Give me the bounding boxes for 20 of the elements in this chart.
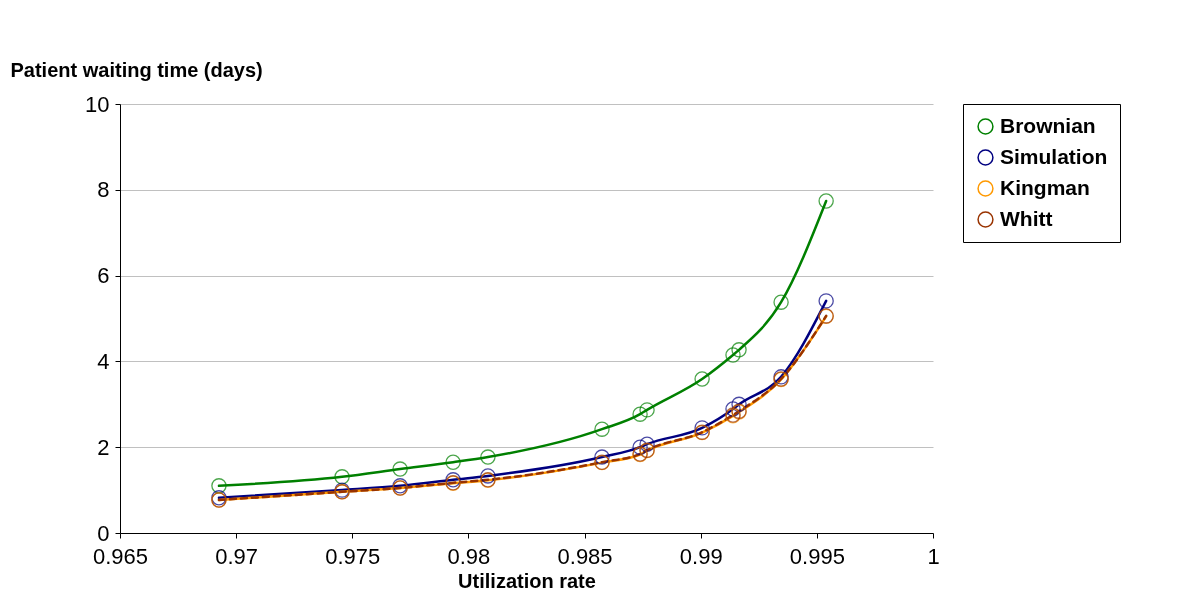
x-tick-label: 0.98 — [447, 543, 491, 569]
y-axis-title: Patient waiting time (days) — [10, 58, 263, 81]
legend-label: Brownian — [1000, 113, 1096, 137]
legend-label: Kingman — [1000, 175, 1090, 199]
legend-label: Whitt — [1000, 206, 1053, 230]
y-tick-label: 4 — [97, 348, 110, 374]
x-tick-label: 0.985 — [557, 543, 613, 569]
y-tick-label: 6 — [97, 263, 110, 289]
x-axis-title: Utilization rate — [458, 569, 596, 592]
x-tick-label: 0.965 — [92, 543, 149, 569]
y-tick-label: 8 — [97, 177, 110, 203]
x-tick-label: 1 — [927, 543, 940, 569]
y-tick-label: 10 — [85, 91, 110, 117]
y-tick-label: 0 — [97, 520, 110, 546]
legend-label: Simulation — [1000, 144, 1108, 168]
y-tick-label: 2 — [97, 434, 110, 460]
x-tick-label: 0.99 — [679, 543, 723, 569]
x-tick-label: 0.975 — [325, 543, 381, 569]
x-tick-label: 0.995 — [789, 543, 845, 569]
x-tick-label: 0.97 — [215, 543, 259, 569]
